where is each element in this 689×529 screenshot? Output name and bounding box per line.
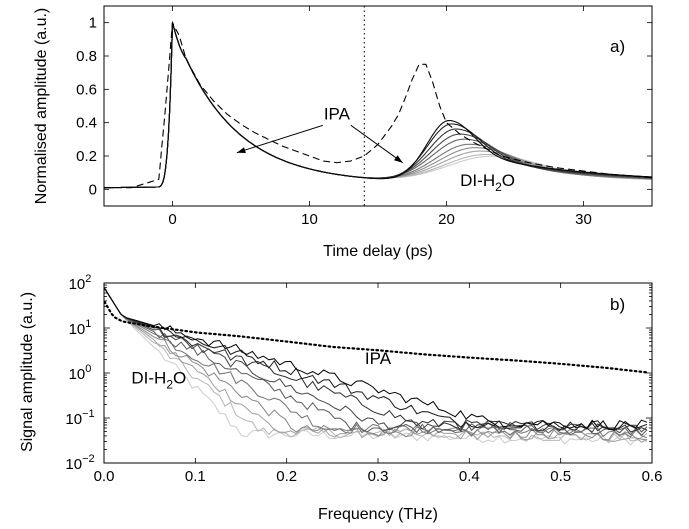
panel-b-xtick-label: 0.2 [276, 468, 297, 485]
panel-b-xtick-label: 0.3 [368, 468, 389, 485]
panel-b-annotation-water: DI-H2O [131, 369, 186, 392]
panel-b-xtick-label: 0.6 [642, 468, 663, 485]
panel-a-ytick-label: 1 [89, 15, 97, 32]
panel-a-series-line [104, 22, 653, 189]
panel-a-series-line [104, 22, 653, 189]
panel-b-xlabel: Frequency (THz) [318, 506, 438, 523]
panel-b-ytick-label: 102 [69, 273, 92, 293]
panel-b-series-line [104, 287, 648, 443]
panel-b-series-line [104, 287, 648, 441]
panel-a-xtick-label: 10 [301, 211, 318, 228]
panel-b-series-line [104, 287, 648, 430]
panel-a-annotation-arrow [350, 124, 403, 164]
panel-a-ytick-label: 0.8 [76, 48, 97, 65]
panel-a-xtick-label: 0 [168, 211, 176, 228]
panel-b-ylabel: Signal amplitude (a.u.) [19, 292, 36, 452]
panel-a-series-line [104, 22, 653, 189]
panel-a-annotation-water: DI-H2O [460, 171, 515, 194]
panel-b-ytick-label: 10−1 [65, 408, 94, 428]
panel-a-series-line [104, 22, 653, 189]
panel-b-series-line [104, 287, 648, 446]
panel-a-series-line [104, 22, 652, 189]
panel-b-annotation-ipa: IPA [365, 349, 392, 368]
panel-a-dashed-series [104, 20, 653, 189]
panel-a-frame [103, 5, 653, 207]
panel-b-series-line [104, 287, 648, 443]
panel-a-ytick-label: 0 [89, 181, 97, 198]
panel-b-xtick-label: 0.0 [94, 468, 115, 485]
panel-a-annotation-ipa: IPA [324, 104, 351, 123]
panel-a-label: a) [610, 37, 625, 56]
panel-a-xlabel: Time delay (ps) [323, 243, 433, 260]
panel-a-plot-area: 0 10 20 30 0 0.2 0.4 0.6 0.8 1 IPA DI-H2O [76, 6, 653, 228]
panel-a-ytick-label: 0.2 [76, 148, 97, 165]
panel-b-xtick-label: 0.1 [185, 468, 206, 485]
panel-b-xtick-label: 0.5 [550, 468, 571, 485]
panel-a: 0 10 20 30 0 0.2 0.4 0.6 0.8 1 IPA DI-H2O Time dela… [33, 5, 653, 260]
panel-b-series-group [104, 287, 650, 446]
panel-a-series-line [104, 22, 653, 189]
panel-a-xtick-label: 30 [575, 211, 592, 228]
panel-a-series-line [104, 22, 653, 189]
panel-a-annotation-arrow [236, 124, 324, 154]
panel-b-xtick-label: 0.4 [459, 468, 480, 485]
panel-a-ylabel: Normalised amplitude (a.u.) [33, 8, 50, 205]
panel-a-series-line [104, 22, 653, 189]
panel-b-ytick-label: 100 [69, 363, 92, 383]
panel-b-ytick-label: 101 [69, 318, 92, 338]
panel-b-ytick-label: 10−2 [65, 453, 94, 473]
panel-b: 0.0 0.1 0.2 0.3 0.4 0.5 0.6 10−2 10−1 100 101 102 IP… [19, 273, 662, 523]
panel-a-ytick-label: 0.6 [76, 81, 97, 98]
panel-a-series-line [104, 22, 652, 189]
panel-a-series-line [104, 22, 652, 189]
panel-a-xtick-label: 20 [438, 211, 455, 228]
panel-b-series-line [104, 287, 648, 433]
panel-b-series-line [104, 287, 648, 437]
panel-a-ytick-label: 0.4 [76, 115, 97, 132]
panel-a-annotation-arrowhead [394, 155, 403, 163]
panel-b-frame [103, 282, 653, 464]
panel-b-label: b) [610, 295, 625, 314]
panel-b-plot-area: 0.0 0.1 0.2 0.3 0.4 0.5 0.6 10−2 10−1 100 101 102 IP… [65, 273, 662, 485]
panel-a-annotation-arrowhead [236, 147, 246, 153]
panel-b-dotted-series [104, 300, 650, 374]
